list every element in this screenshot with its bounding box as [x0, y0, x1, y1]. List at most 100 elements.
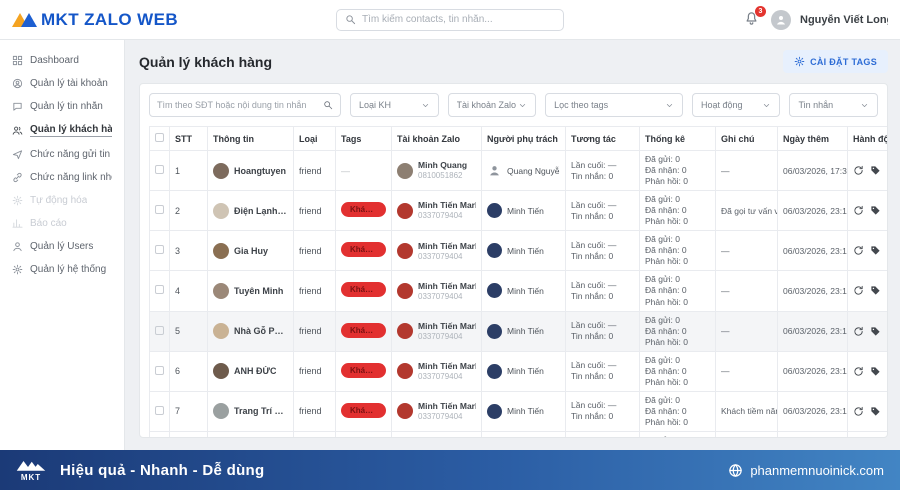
interaction-cell: Lần cuối: —Tin nhắn: 0 [565, 149, 640, 192]
column-header: Tương tác [565, 126, 640, 151]
note-action-icon[interactable] [887, 165, 888, 176]
global-search-input[interactable] [362, 14, 555, 25]
refresh-action-icon[interactable] [853, 326, 864, 337]
tag-action-icon[interactable] [870, 165, 881, 176]
date-added-cell: 06/03/2026, 23:12... [777, 270, 848, 312]
sidebar-item-label: Quản lý tin nhắn [30, 101, 103, 112]
refresh-action-icon[interactable] [853, 165, 864, 176]
phone-search-field[interactable] [149, 93, 341, 117]
filter-select-1[interactable]: Tài khoản Zalo [447, 93, 537, 117]
refresh-action-icon[interactable] [853, 245, 864, 256]
refresh-action-icon[interactable] [853, 205, 864, 216]
row-index: 4 [169, 270, 208, 312]
interaction-cell: Lần cuối: —Tin nhắn: 0 [565, 270, 640, 312]
chevron-down-icon [421, 101, 430, 110]
customer-avatar [213, 282, 229, 299]
filter-select-0[interactable]: Loại KH [350, 93, 439, 117]
customer-name[interactable]: Điện Lạnh Nguyễn [234, 205, 288, 216]
sidebar-item-quan-ly-he-thong[interactable]: Quản lý hệ thống [0, 259, 124, 280]
column-header: Tài khoản Zalo [391, 126, 482, 151]
tag-pill: Khách hàng [341, 402, 386, 418]
refresh-action-icon[interactable] [853, 366, 864, 377]
globe-icon [728, 463, 743, 478]
tag-action-icon[interactable] [870, 406, 881, 417]
top-right-controls: 3 Nguyễn Viết Long [744, 5, 888, 30]
date-added-cell: 06/03/2026, 23:12... [777, 230, 848, 272]
search-icon [345, 14, 356, 25]
tag-settings-button[interactable]: CÀI ĐẶT TAGS [783, 50, 888, 73]
row-checkbox[interactable] [155, 285, 164, 295]
zalo-avatar [397, 403, 413, 420]
note-cell: — [715, 230, 778, 272]
chevron-down-icon [665, 101, 674, 110]
customer-type: friend [293, 390, 336, 432]
sidebar-item-quan-ly-tin-nhan[interactable]: Quản lý tin nhắn [0, 96, 124, 117]
assignee-avatar [487, 243, 502, 259]
column-header: Thống kê [639, 126, 716, 151]
note-action-icon[interactable] [887, 205, 888, 216]
footer-website[interactable]: phanmemnuoinick.com [728, 463, 884, 478]
filter-select-label: Lọc theo tags [554, 100, 609, 110]
row-checkbox[interactable] [155, 245, 164, 255]
notification-bell-button[interactable]: 3 [744, 5, 766, 29]
assignee-avatar [487, 363, 502, 379]
filter-select-2[interactable]: Lọc theo tags [545, 93, 683, 117]
row-checkbox[interactable] [155, 325, 164, 335]
customer-name[interactable]: Trang Trí Nội Thất [234, 406, 288, 417]
note-action-icon[interactable] [887, 326, 888, 337]
global-search[interactable] [336, 8, 564, 31]
note-action-icon[interactable] [887, 406, 888, 417]
note-action-icon[interactable] [887, 285, 888, 296]
zalo-account-name: Minh Quang [418, 160, 468, 171]
refresh-action-icon[interactable] [853, 285, 864, 296]
gear-icon [12, 195, 23, 206]
customer-name[interactable]: Hoangtuyen [234, 165, 287, 176]
customer-name[interactable]: Nhà Gỗ Phương Á [234, 326, 288, 337]
tag-action-icon[interactable] [870, 205, 881, 216]
refresh-action-icon[interactable] [853, 406, 864, 417]
customer-name[interactable]: ANH ĐỨC [234, 366, 277, 377]
row-checkbox[interactable] [155, 405, 164, 415]
row-actions [853, 165, 888, 176]
filter-select-3[interactable]: Hoạt động [691, 93, 781, 117]
tag-action-icon[interactable] [870, 285, 881, 296]
sidebar-item-chuc-nang-link-nhom[interactable]: Chức năng link nhóm [0, 167, 124, 188]
sidebar-item-quan-ly-khach-hang[interactable]: Quản lý khách hàng [0, 119, 124, 142]
user-name: Nguyễn Viết Long [800, 13, 888, 26]
row-checkbox[interactable] [155, 205, 164, 215]
row-checkbox[interactable] [155, 165, 164, 175]
tags-cell: — [335, 149, 392, 192]
customer-type: friend [293, 190, 336, 232]
tag-pill: Khách hàng [341, 202, 386, 218]
customer-type: friend [293, 149, 336, 192]
column-header: Ghi chú [715, 126, 778, 151]
assignee-avatar [487, 403, 502, 419]
tag-action-icon[interactable] [870, 366, 881, 377]
send-icon [12, 149, 23, 160]
row-checkbox[interactable] [155, 365, 164, 375]
date-added-cell: 06/03/2026, 23:12... [777, 190, 848, 232]
no-tag-dash: — [341, 165, 350, 176]
dashboard-icon [12, 55, 23, 66]
customer-name[interactable]: Tuyên Minh [234, 285, 284, 296]
sidebar-item-label: Quản lý hệ thống [30, 264, 107, 275]
sidebar-item-quan-ly-tai-khoan[interactable]: Quản lý tài khoản [0, 73, 124, 94]
table-header-row: STT Thông tin Loại Tags Tài khoản Zalo Người … [149, 126, 887, 151]
tag-action-icon[interactable] [870, 245, 881, 256]
customer-name[interactable]: Gia Huy [234, 245, 269, 256]
table-row: 7 Trang Trí Nội Thất friend Khách hàng M… [149, 390, 888, 432]
sidebar: Dashboard Quản lý tài khoản Quản lý tin … [0, 40, 125, 450]
user-avatar[interactable] [771, 9, 791, 30]
select-all-checkbox[interactable] [155, 133, 164, 142]
zalo-account-phone: 0337079404 [418, 331, 463, 341]
footer-slogan: Hiệu quả - Nhanh - Dễ dùng [60, 461, 265, 479]
sidebar-item-dashboard[interactable]: Dashboard [0, 50, 124, 71]
filter-select-4[interactable]: Tin nhắn [789, 93, 879, 117]
tag-action-icon[interactable] [870, 326, 881, 337]
note-action-icon[interactable] [887, 366, 888, 377]
sidebar-item-chuc-nang-gui-tin[interactable]: Chức năng gửi tin [0, 144, 124, 165]
phone-search-input[interactable] [157, 100, 318, 110]
sidebar-item-quan-ly-users[interactable]: Quản lý Users [0, 236, 124, 257]
note-action-icon[interactable] [887, 245, 888, 256]
